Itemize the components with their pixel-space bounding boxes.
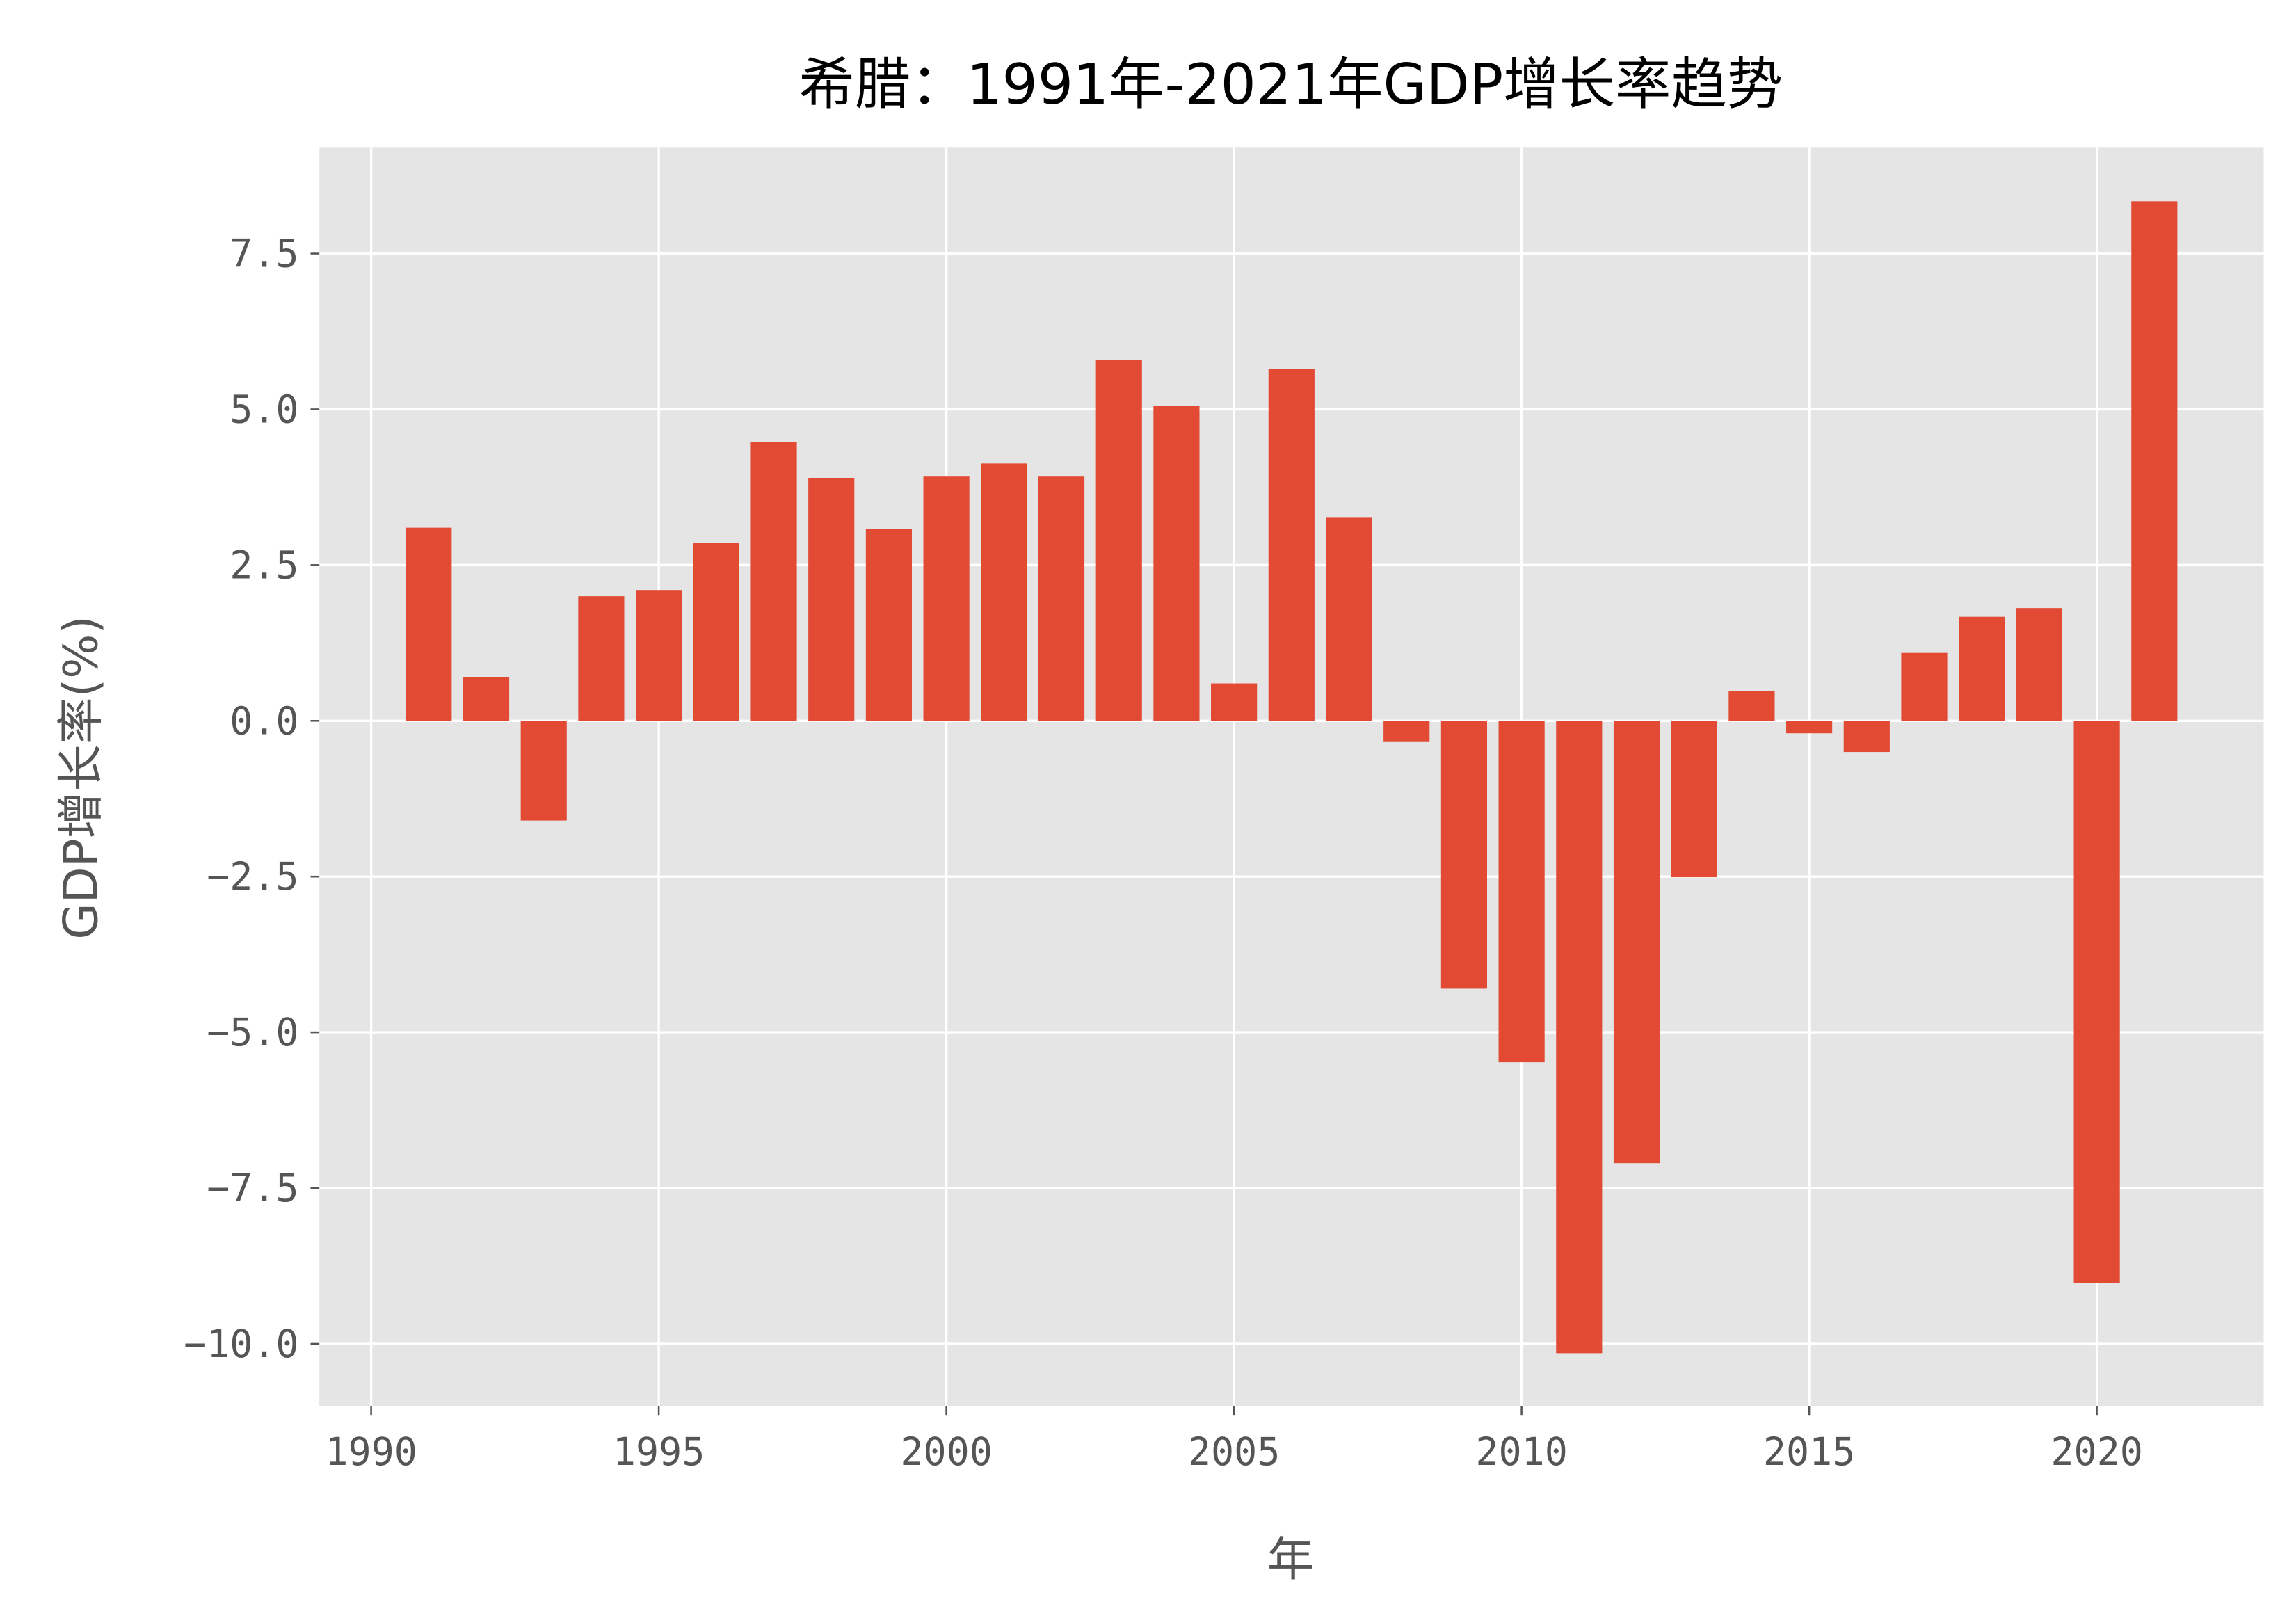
plot-background [319,147,2264,1406]
x-tick-label: 1990 [325,1429,417,1474]
bar-1996 [693,543,739,721]
bar-1991 [406,527,452,721]
bar-2003 [1095,360,1142,721]
y-tick-label: −7.5 [207,1166,298,1210]
bar-1992 [463,677,510,721]
bar-2012 [1613,721,1660,1164]
bar-1997 [750,442,797,721]
bar-2008 [1383,721,1430,742]
bar-2010 [1498,721,1545,1063]
bar-2006 [1268,369,1315,721]
bar-2009 [1440,721,1487,989]
x-tick-label: 1995 [613,1429,705,1474]
bar-2002 [1038,476,1085,721]
bar-2013 [1671,721,1717,878]
ticks: 1990 1995 2000 2005 2010 2015 2020 −10.0 −7.5 −5.… [184,232,2143,1475]
bar-1999 [865,529,912,721]
chart-title: 希腊：1991年-2021年GDP增长率趋势 [798,51,1783,117]
bar-2018 [1959,616,2005,721]
bar-2019 [2016,608,2062,721]
bars [406,201,2178,1354]
y-tick-label: −5.0 [207,1010,298,1054]
bar-2021 [2131,201,2178,721]
bar-2011 [1556,721,1603,1354]
y-tick-label: −2.5 [207,854,298,899]
bar-2007 [1326,517,1372,721]
y-tick-label: 5.0 [230,387,298,432]
x-tick-label: 2020 [2050,1429,2142,1474]
x-tick-label: 2000 [900,1429,992,1474]
bar-2001 [981,463,1027,721]
bar-1998 [808,477,855,721]
bar-1993 [520,721,567,821]
bar-2020 [2073,721,2120,1283]
y-tick-label: 7.5 [230,232,298,276]
y-tick-label: −10.0 [184,1322,299,1366]
x-tick-label: 2010 [1475,1429,1567,1474]
bar-1994 [578,596,625,721]
bar-2015 [1786,721,1833,734]
bar-1995 [636,590,682,721]
bar-2014 [1728,691,1775,721]
bar-2004 [1153,406,1200,721]
x-tick-label: 2005 [1188,1429,1280,1474]
bar-2005 [1211,683,1258,721]
y-axis-label: GDP增长率(%) [54,616,109,940]
bar-2000 [923,476,970,721]
x-tick-label: 2015 [1763,1429,1855,1474]
bar-2016 [1843,721,1890,753]
x-axis-label: 年 [1267,1532,1315,1587]
bar-2017 [1901,652,1948,721]
y-tick-label: 0.0 [230,698,298,743]
y-tick-label: 2.5 [230,543,298,587]
